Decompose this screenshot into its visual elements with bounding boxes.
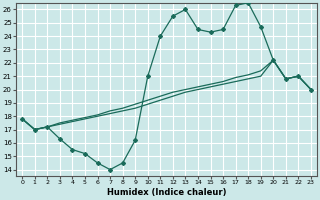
X-axis label: Humidex (Indice chaleur): Humidex (Indice chaleur) <box>107 188 226 197</box>
